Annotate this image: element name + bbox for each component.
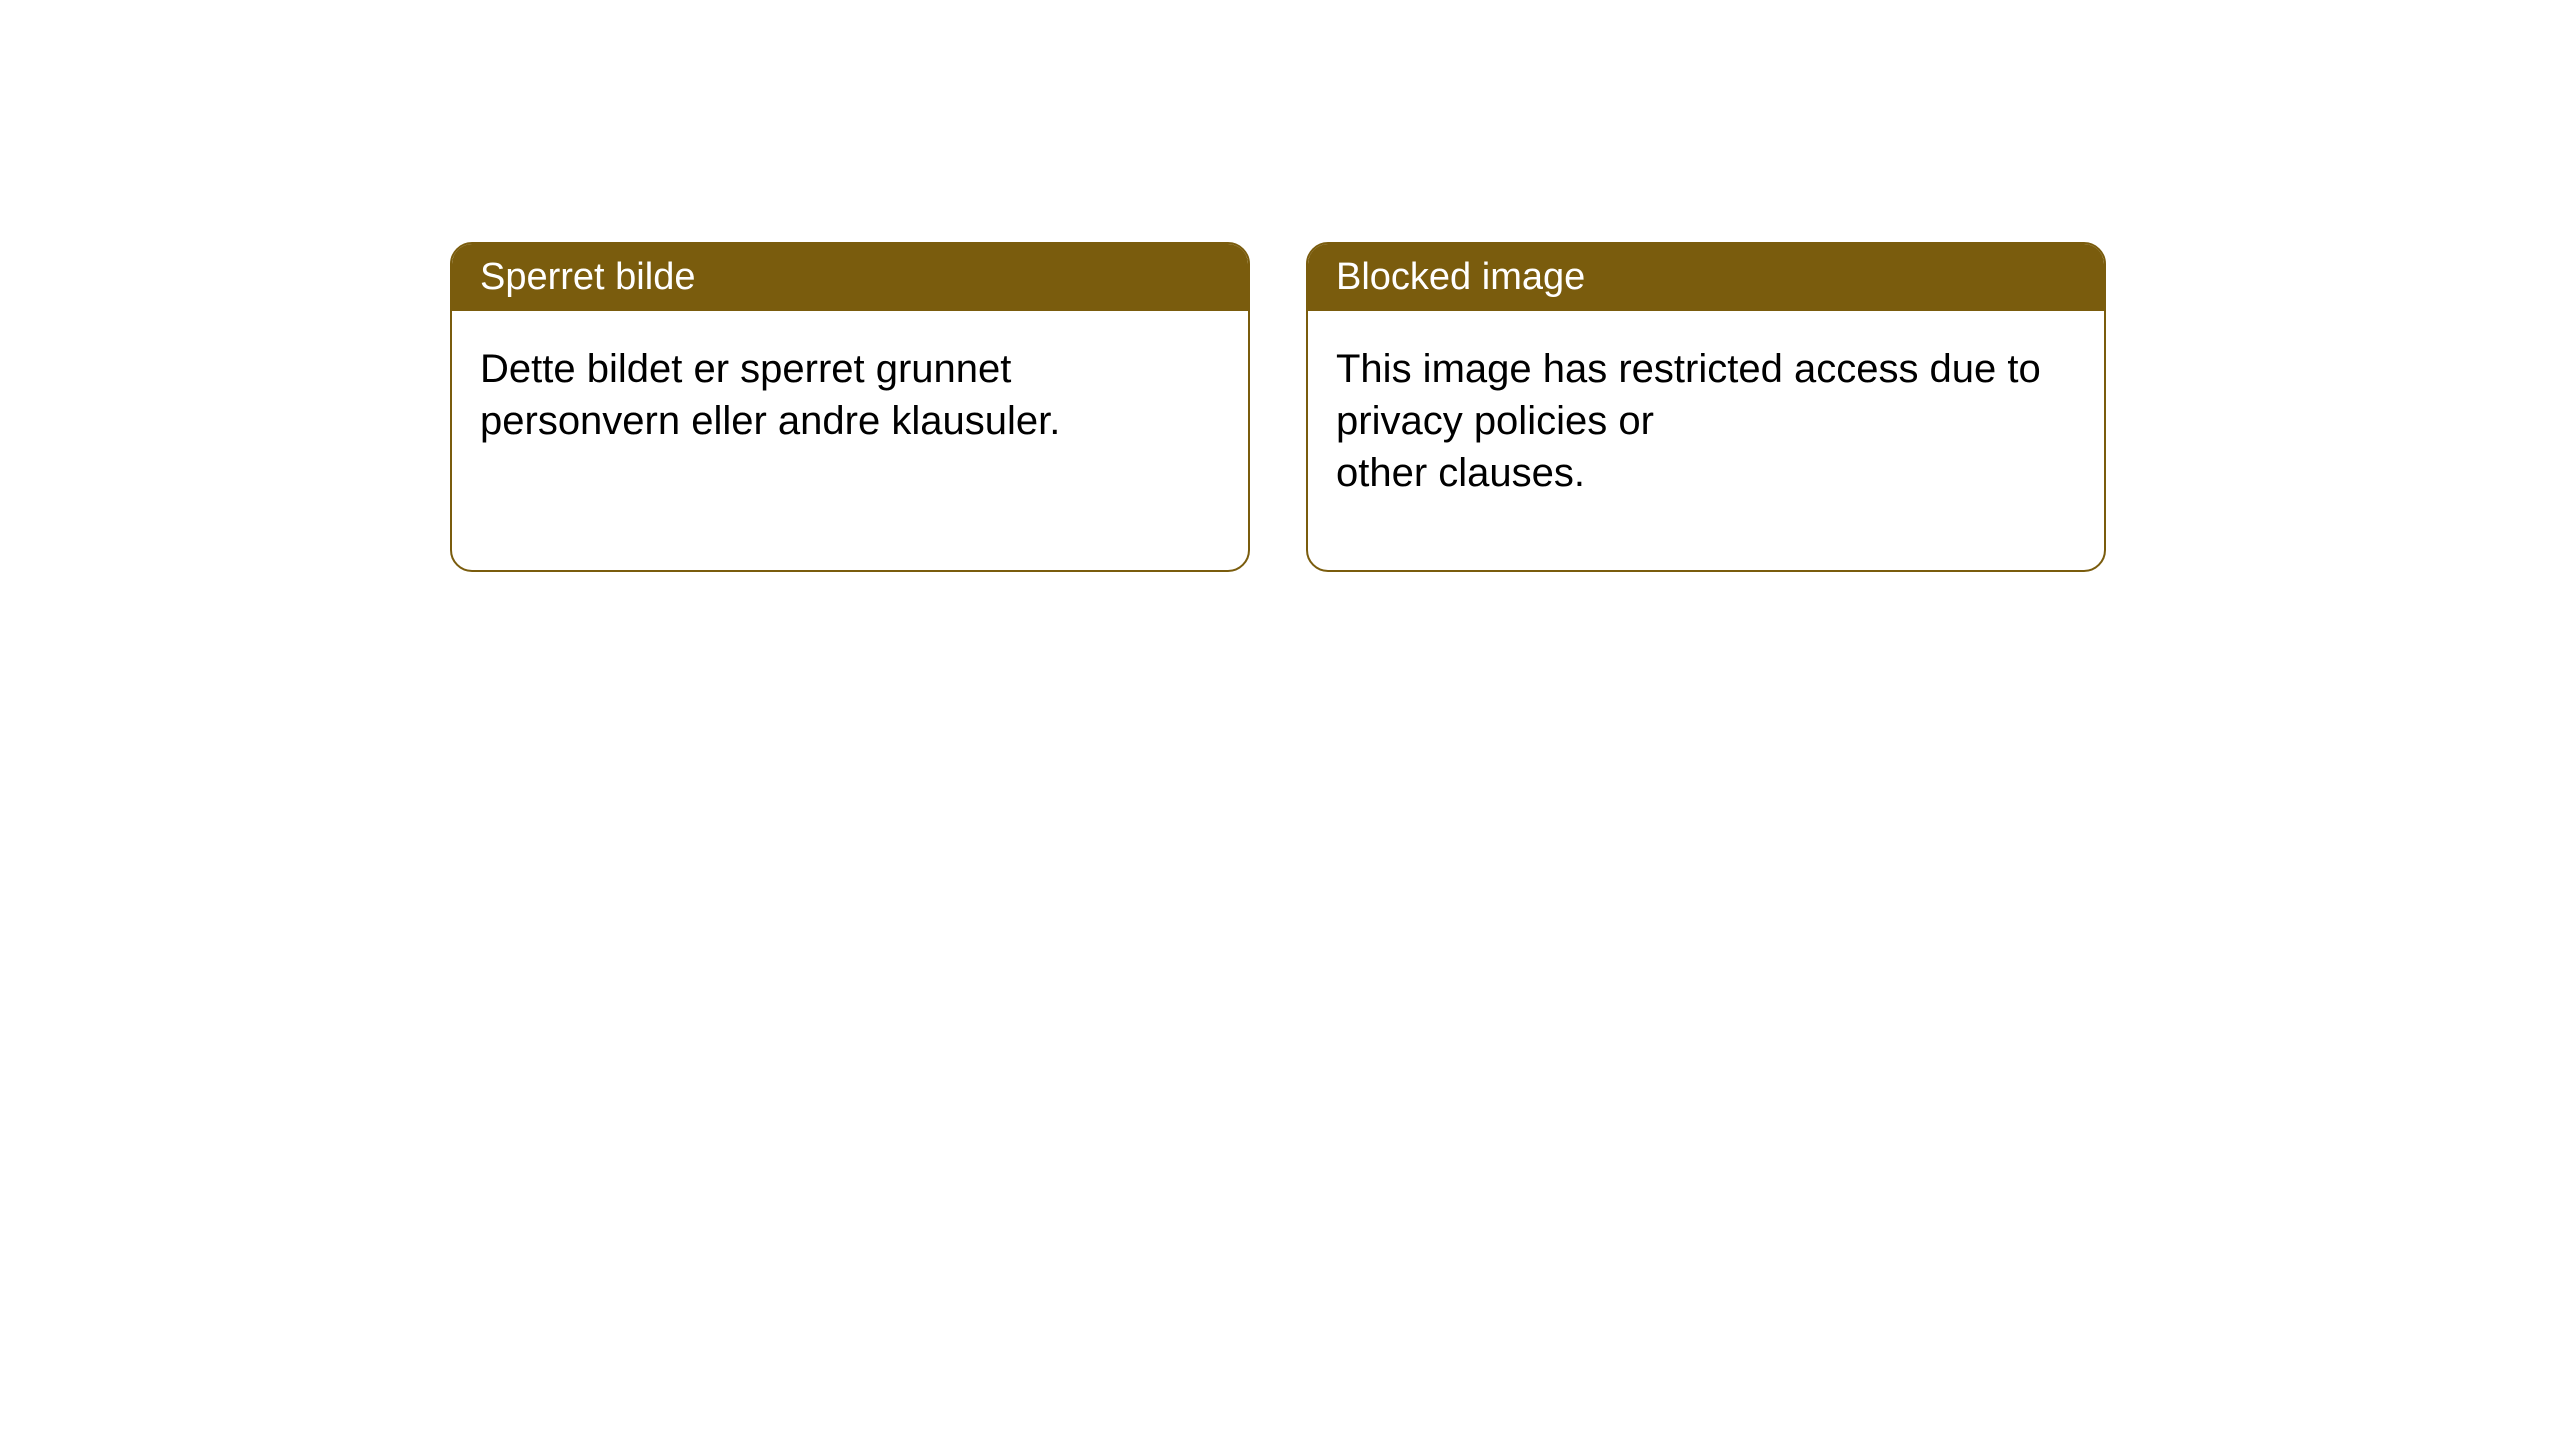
notice-card-title: Sperret bilde (452, 244, 1248, 311)
notice-card-norwegian: Sperret bilde Dette bildet er sperret gr… (450, 242, 1250, 572)
notice-card-body: This image has restricted access due to … (1308, 311, 2104, 531)
notice-cards-container: Sperret bilde Dette bildet er sperret gr… (450, 242, 2106, 572)
notice-card-title: Blocked image (1308, 244, 2104, 311)
notice-card-english: Blocked image This image has restricted … (1306, 242, 2106, 572)
notice-card-body: Dette bildet er sperret grunnet personve… (452, 311, 1248, 479)
